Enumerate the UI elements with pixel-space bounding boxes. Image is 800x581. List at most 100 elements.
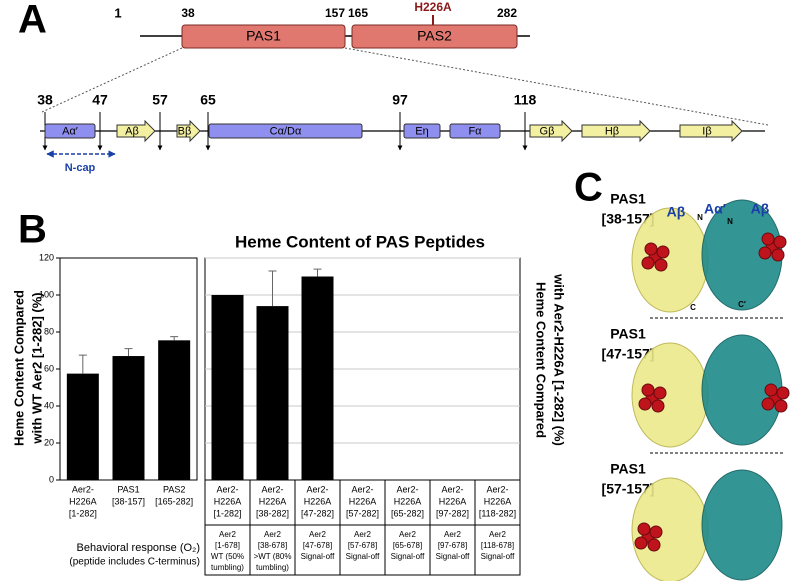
residue-number: 47 [92,92,108,108]
behavior-cell: Aer2 [264,530,281,539]
error-bar [313,268,322,277]
x-tick-label: [1-282] [69,508,97,518]
panel-letter: C [574,166,603,210]
y-tick-label: 80 [44,326,54,336]
strand-arrow [116,119,156,143]
error-bar [170,336,179,341]
domain-label: PAS2 [417,28,452,44]
y-tick-label: 60 [44,363,54,373]
bar [158,340,191,480]
structure-annotation: C′ [738,300,746,309]
x-tick-label: H226A [394,496,422,506]
helix-box [44,123,96,139]
x-tick-label: Aer2- [261,484,283,494]
x-tick-label: Aer2- [441,484,463,494]
x-tick-label: H226A [214,496,242,506]
structure-label: [47-157] [602,346,655,362]
error-bar [268,270,277,307]
x-tick-label: Aer2- [486,484,508,494]
x-tick-label: [165-282] [155,496,193,506]
y-axis-label: Heme Content Compared [11,290,26,446]
y-axis-label: with Aer2-H226A [1-282] (%) [552,273,567,446]
helix-box [208,123,363,139]
heme-atom [647,538,661,552]
heme-atom [776,386,790,400]
behavior-label: Behavioral response (O₂) [77,542,201,554]
zoom-line [344,47,769,126]
behavior-cell: WT (50% [211,552,244,561]
strand-arrow [679,119,743,143]
x-tick-label: H226A [484,496,512,506]
heme-atom [764,383,778,397]
x-tick-label: [1-282] [213,508,241,518]
behavior-cell: tumbling) [211,563,244,572]
behavior-cell: [1-678] [215,541,240,550]
heme-atom [656,245,670,259]
heme-atom [761,397,775,411]
bar [112,356,145,480]
error-bar [124,348,133,357]
behavior-cell: [97-678] [438,541,467,550]
element-label: Bβ [178,125,192,137]
structure-annotation: Aβ [751,201,770,217]
behavior-cell: [47-678] [303,541,332,550]
x-tick-label: H226A [304,496,332,506]
element-label: Cα/Dα [270,125,302,137]
strand-arrow [176,119,201,143]
domain-label: PAS1 [246,28,281,44]
bar [66,373,99,480]
strand-arrow [529,119,573,143]
structure-label: PAS1 [610,191,646,207]
residue-number: 38 [37,92,53,108]
heme-atom [644,242,658,256]
behavior-cell: Signal-off [346,552,380,561]
heme-atom [771,248,785,262]
mutation-label: H226A [414,0,452,14]
heme-atom [653,386,667,400]
category-table [204,479,521,576]
behavior-cell: [57-678] [348,541,377,550]
y-tick-label: 100 [39,289,54,299]
behavior-cell: Aer2 [489,530,506,539]
behavior-cell: Signal-off [391,552,425,561]
chart-title: Heme Content of PAS Peptides [235,232,485,251]
behavior-cell: [118-678] [481,541,514,550]
behavior-cell: [38-678] [258,541,287,550]
heme-atom [761,232,775,246]
element-label: Aβ [125,125,139,137]
residue-number: 57 [152,92,168,108]
domain-box [181,24,346,49]
x-tick-label: H226A [439,496,467,506]
x-tick-label: Aer2- [396,484,418,494]
x-tick-label: [47-282] [301,508,334,518]
x-tick-label: Aer2- [351,484,373,494]
x-tick-label: PAS2 [163,484,185,494]
bar [256,306,289,480]
heme-atom [641,256,655,270]
behavior-cell: Aer2 [309,530,326,539]
behavior-cell: Aer2 [219,530,236,539]
x-tick-label: [38-282] [256,508,289,518]
y-axis-label: Heme Content Compared [534,282,549,438]
x-tick-label: PAS1 [117,484,139,494]
bar [301,276,334,480]
x-tick-label: H226A [259,496,287,506]
x-tick-label: [97-282] [436,508,469,518]
structure-label: [57-157] [602,481,655,497]
structure-label: [38-157] [602,211,655,227]
y-axis-label: with WT Aer2 [1-282] (%) [29,292,44,444]
x-tick-label: H226A [349,496,377,506]
chain-a [631,342,709,448]
residue-number: 97 [392,92,408,108]
element-label: Aα′ [62,125,78,137]
zoom-line [41,47,183,113]
heme-atom [773,235,787,249]
behavior-cell: >WT (80% [254,552,292,561]
residue-number: 165 [348,6,368,20]
structure-label: PAS1 [610,326,646,342]
behavior-cell: [65-678] [393,541,422,550]
element-label: Fα [468,125,482,137]
heme-atom [638,397,652,411]
heme-atom [654,258,668,272]
residue-number: 282 [497,6,517,20]
